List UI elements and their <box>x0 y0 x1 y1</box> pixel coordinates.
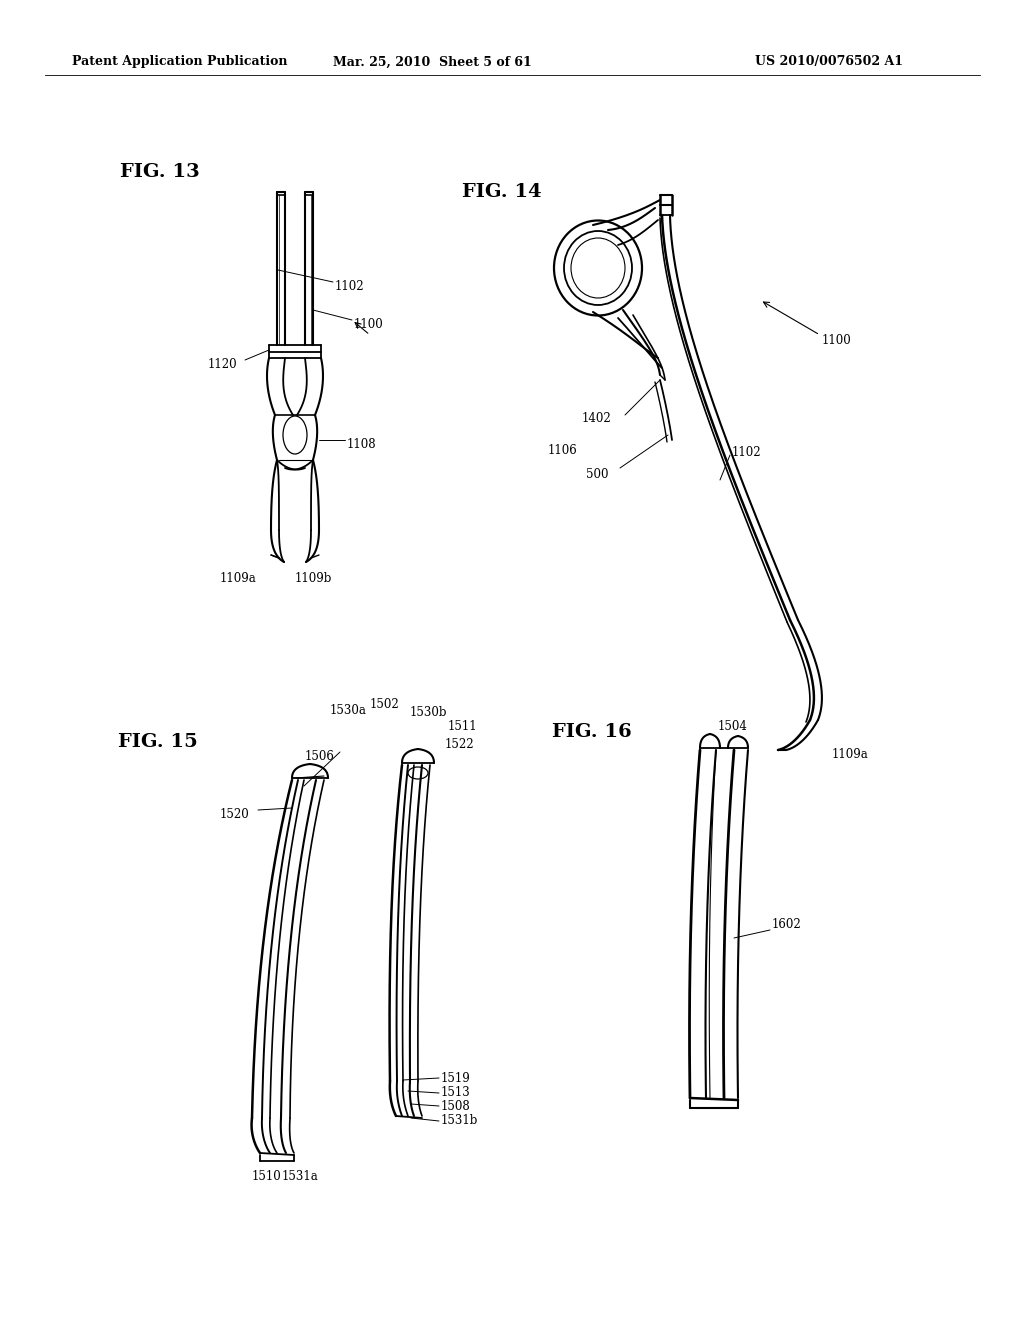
Text: 1508: 1508 <box>441 1100 471 1113</box>
Text: 1519: 1519 <box>441 1072 471 1085</box>
Text: 1102: 1102 <box>335 281 365 293</box>
Text: Patent Application Publication: Patent Application Publication <box>72 55 288 69</box>
Text: Mar. 25, 2010  Sheet 5 of 61: Mar. 25, 2010 Sheet 5 of 61 <box>333 55 531 69</box>
Text: 1531a: 1531a <box>282 1170 318 1183</box>
Text: 1530a: 1530a <box>330 704 367 717</box>
Text: 1506: 1506 <box>305 750 335 763</box>
Text: 1513: 1513 <box>441 1086 471 1100</box>
Text: 1510: 1510 <box>252 1170 282 1183</box>
Text: 1108: 1108 <box>347 438 377 451</box>
Text: US 2010/0076502 A1: US 2010/0076502 A1 <box>755 55 903 69</box>
Text: 1100: 1100 <box>822 334 852 346</box>
Text: 1530b: 1530b <box>410 705 447 718</box>
Text: FIG. 15: FIG. 15 <box>118 733 198 751</box>
Text: 1502: 1502 <box>370 698 399 711</box>
Text: FIG. 16: FIG. 16 <box>552 723 632 741</box>
Text: 1102: 1102 <box>732 446 762 458</box>
Text: 1109a: 1109a <box>220 572 257 585</box>
Text: FIG. 14: FIG. 14 <box>462 183 542 201</box>
Text: 1106: 1106 <box>548 444 578 457</box>
Text: 500: 500 <box>586 467 608 480</box>
Text: 1402: 1402 <box>582 412 611 425</box>
Text: FIG. 13: FIG. 13 <box>120 162 200 181</box>
Text: 1531b: 1531b <box>441 1114 478 1127</box>
Text: 1100: 1100 <box>354 318 384 331</box>
Text: 1504: 1504 <box>718 719 748 733</box>
Text: 1520: 1520 <box>220 808 250 821</box>
Text: 1120: 1120 <box>208 359 238 371</box>
Text: 1522: 1522 <box>445 738 475 751</box>
Text: 1109b: 1109b <box>295 572 333 585</box>
Text: 1511: 1511 <box>449 721 477 734</box>
Text: 1109a: 1109a <box>831 748 868 762</box>
Text: 1602: 1602 <box>772 917 802 931</box>
